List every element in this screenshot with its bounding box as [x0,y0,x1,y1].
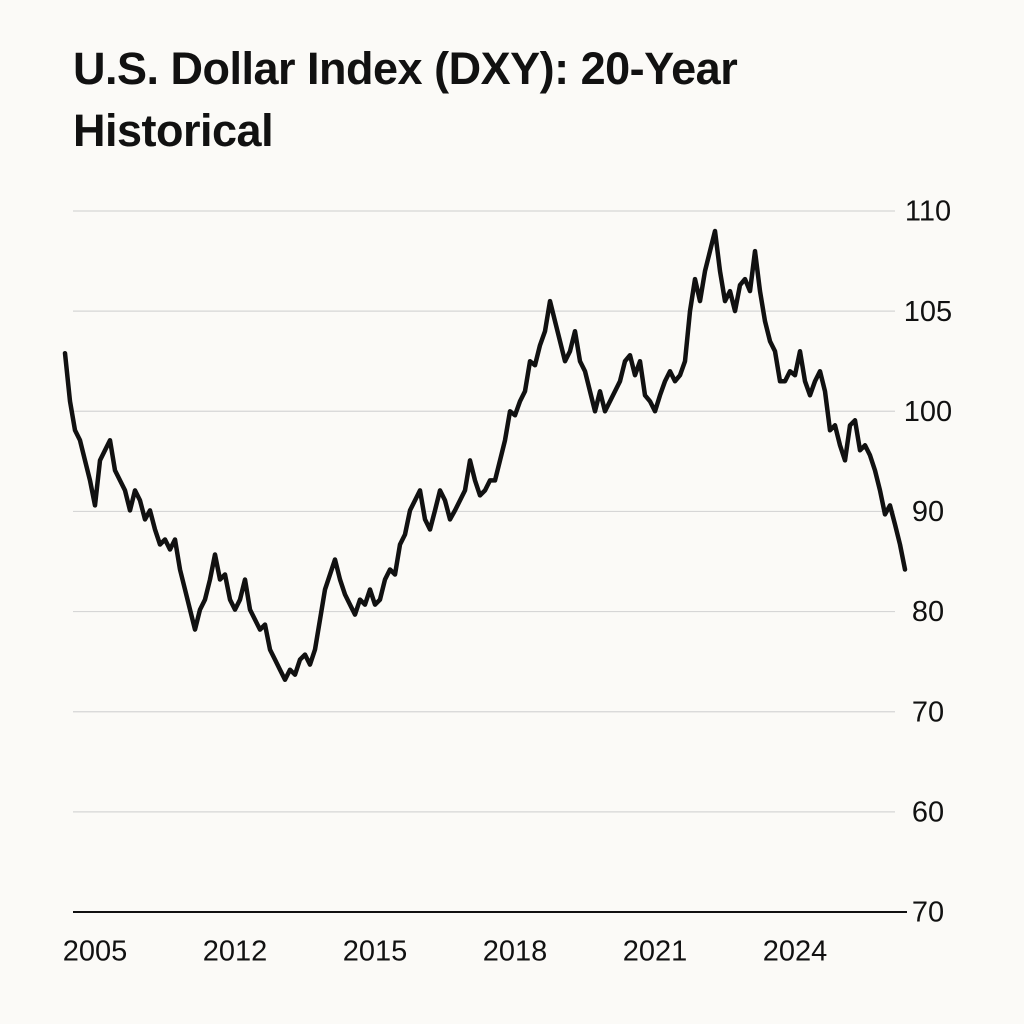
y-tick-label: 100 [904,396,952,428]
y-tick-label: 110 [905,196,951,228]
x-tick-label: 2018 [483,936,548,968]
chart-title: U.S. Dollar Index (DXY): 20-Year Histori… [73,43,738,156]
x-tick-label: 2024 [763,936,828,968]
x-tick-label: 2005 [63,936,128,968]
y-tick-label: 70 [912,897,944,929]
y-tick-label: 70 [912,696,944,728]
y-tick-label: 80 [912,596,944,628]
y-tick-label: 60 [912,797,944,829]
x-tick-label: 2015 [343,936,408,968]
x-tick-label: 2012 [203,936,268,968]
y-tick-label: 105 [904,296,952,328]
line-series [62,228,908,682]
x-tick-label: 2021 [623,936,688,968]
y-tick-label: 90 [912,496,944,528]
